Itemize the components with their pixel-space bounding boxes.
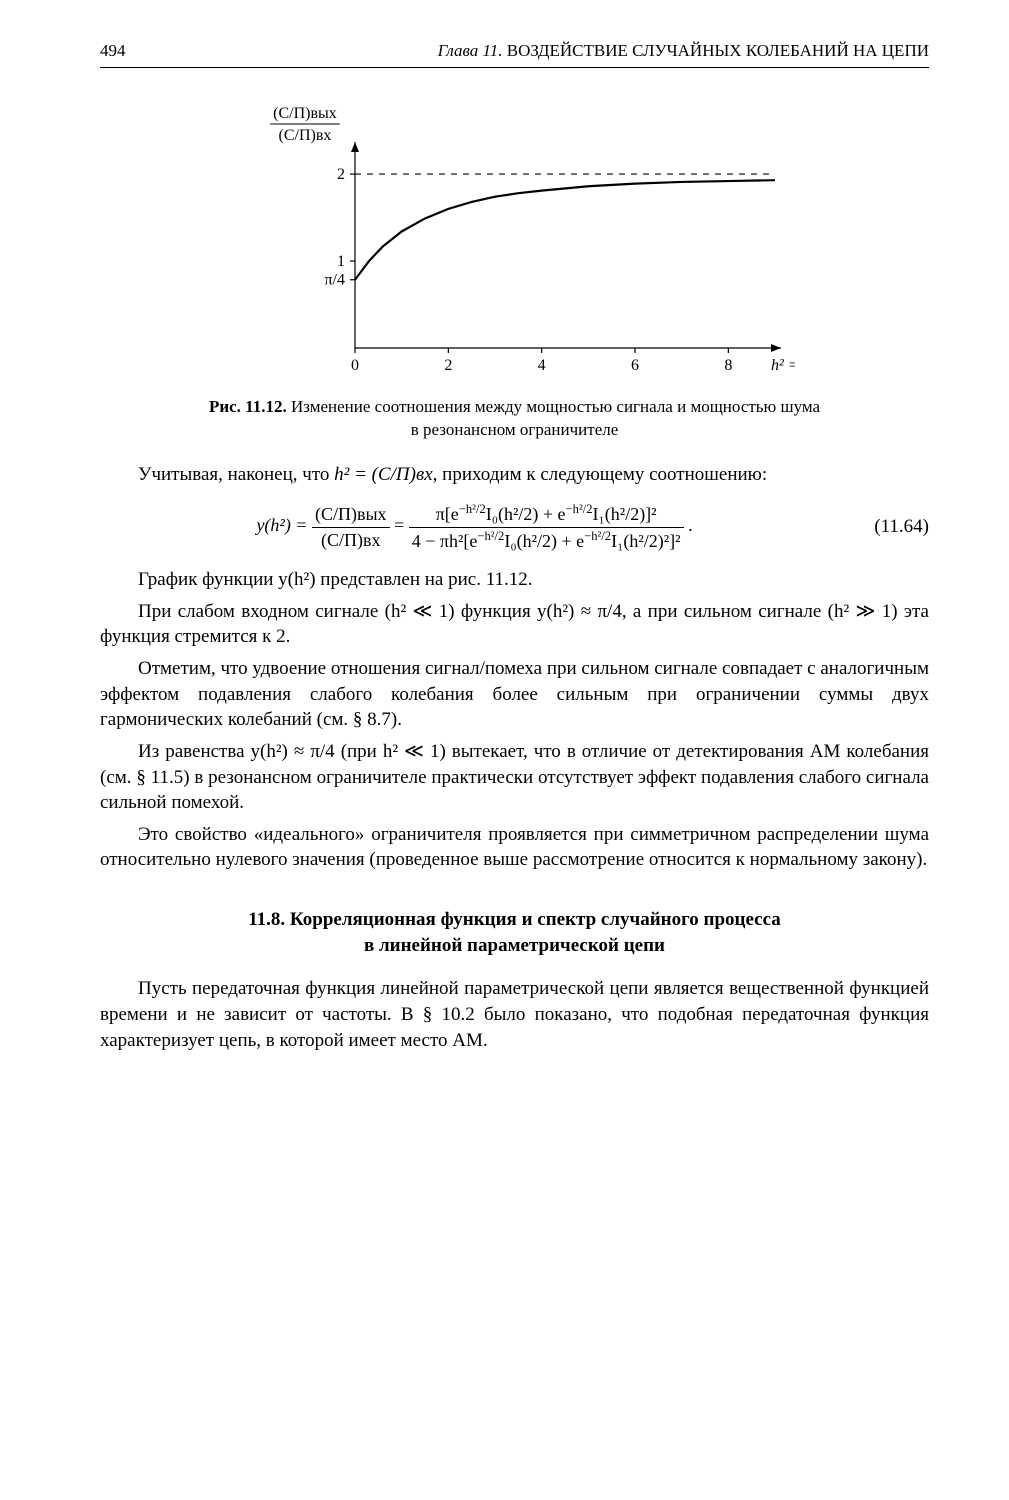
eq-frac-2: π[e−h²/2I₀(h²/2) + e−h²/2I₁(h²/2)]² 4 − … xyxy=(409,501,684,553)
eq-mid: = xyxy=(394,515,409,535)
page-header: 494 Глава 11. ВОЗДЕЙСТВИЕ СЛУЧАЙНЫХ КОЛЕ… xyxy=(100,40,929,68)
svg-text:6: 6 xyxy=(631,357,639,374)
figure-caption-label: Рис. 11.12. xyxy=(209,397,287,416)
paragraph-3: При слабом входном сигнале (h² ≪ 1) функ… xyxy=(100,599,929,650)
page-number: 494 xyxy=(100,40,126,63)
figure-caption: Рис. 11.12. Изменение соотношения между … xyxy=(205,396,825,442)
paragraph-7: Пусть передаточная функция линейной пара… xyxy=(100,976,929,1053)
equation-number: (11.64) xyxy=(849,514,929,540)
chapter-heading: Глава 11. ВОЗДЕЙСТВИЕ СЛУЧАЙНЫХ КОЛЕБАНИ… xyxy=(438,40,929,63)
section-title-line2: в линейной параметрической цепи xyxy=(100,933,929,959)
eq-lhs: y(h²) = xyxy=(256,515,312,535)
chapter-label: Глава 11. xyxy=(438,41,503,60)
svg-text:π/4: π/4 xyxy=(324,272,345,289)
section-title-line1: 11.8. Корреляционная функция и спектр сл… xyxy=(100,907,929,933)
paragraph-5: Из равенства y(h²) ≈ π/4 (при h² ≪ 1) вы… xyxy=(100,739,929,816)
svg-text:h² = E²/(2σ²ₓ): h² = E²/(2σ²ₓ) xyxy=(771,357,795,374)
section-11-8-title: 11.8. Корреляционная функция и спектр сл… xyxy=(100,907,929,958)
eq-frac-1: (С/П)вых (С/П)вх xyxy=(312,502,390,552)
svg-text:(С/П)вх: (С/П)вх xyxy=(278,127,331,144)
chapter-title-upper: ВОЗДЕЙСТВИЕ СЛУЧАЙНЫХ КОЛЕБАНИЙ НА ЦЕПИ xyxy=(507,41,929,60)
figure-11-12: 02468π/412(С/П)вых(С/П)вхh² = E²/(2σ²ₓ) … xyxy=(100,98,929,442)
p1-b: , приходим к следующему соотношению: xyxy=(433,464,767,485)
svg-text:1: 1 xyxy=(337,253,345,270)
paragraph-6: Это свойство «идеального» ограничителя п… xyxy=(100,822,929,873)
eq-frac2-den: 4 − πh²[e−h²/2I₀(h²/2) + e−h²/2I₁(h²/2)²… xyxy=(409,528,684,553)
figure-chart-svg: 0 2 4 6 8 π/4 1 2 (С/П)вых (С/П)вх h² = E²/(2σ²ₓ) xyxy=(235,98,795,388)
svg-text:2: 2 xyxy=(337,166,345,183)
eq-tail: . xyxy=(688,515,693,535)
p1-a: Учитывая, наконец, что xyxy=(138,464,334,485)
svg-text:0: 0 xyxy=(351,357,359,374)
svg-text:(С/П)вых: (С/П)вых xyxy=(273,105,337,122)
svg-text:4: 4 xyxy=(537,357,545,374)
figure-caption-text: Изменение соотношения между мощностью си… xyxy=(291,397,820,439)
svg-text:8: 8 xyxy=(724,357,732,374)
paragraph-4: Отметим, что удвоение отношения сигнал/п… xyxy=(100,656,929,733)
svg-text:2: 2 xyxy=(444,357,452,374)
equation-11-64: y(h²) = (С/П)вых (С/П)вх = π[e−h²/2I₀(h²… xyxy=(100,501,929,553)
equation-content: y(h²) = (С/П)вых (С/П)вх = π[e−h²/2I₀(h²… xyxy=(100,501,849,553)
eq-frac2-num: π[e−h²/2I₀(h²/2) + e−h²/2I₁(h²/2)]² xyxy=(409,501,684,527)
eq-frac1-den: (С/П)вх xyxy=(312,528,390,552)
paragraph-2: График функции y(h²) представлен на рис.… xyxy=(100,567,929,593)
paragraph-1: Учитывая, наконец, что h² = (С/П)вх, при… xyxy=(100,462,929,488)
inline-eq-h2: h² = (С/П)вх xyxy=(334,464,433,485)
eq-frac1-num: (С/П)вых xyxy=(312,502,390,527)
